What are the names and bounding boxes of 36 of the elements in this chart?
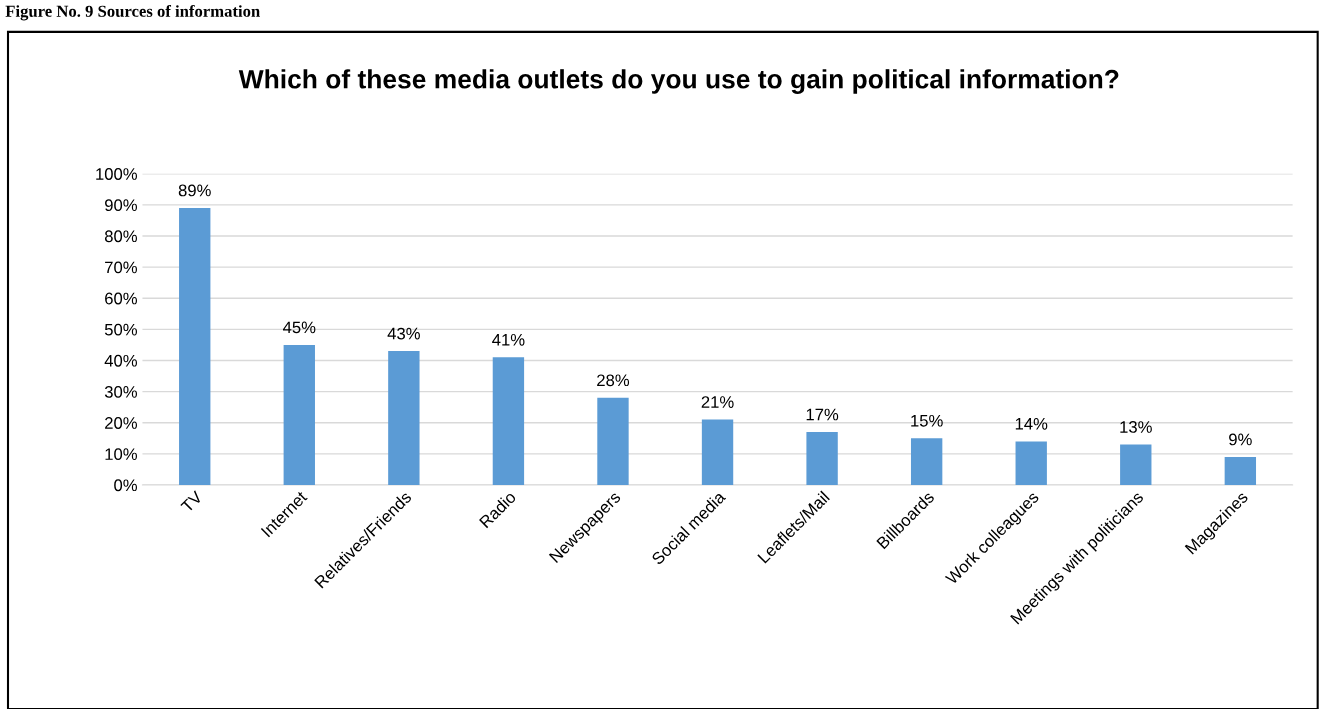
bar	[806, 432, 838, 485]
data-label: 45%	[283, 321, 316, 334]
data-label: 13%	[1120, 421, 1152, 433]
bar	[597, 397, 629, 485]
y-tick-label: 60%	[105, 292, 137, 305]
bar	[701, 419, 734, 485]
data-label: 14%	[1015, 418, 1048, 430]
y-tick-label: 100%	[96, 168, 137, 180]
text: Figure No. 9 Sources of information	[5, 4, 260, 21]
bar	[1015, 441, 1047, 485]
bar	[283, 344, 315, 485]
data-label: 15%	[911, 414, 943, 427]
chart-title: Which of these media outlets do you use to gain political information?	[238, 69, 1119, 94]
bar	[1120, 444, 1152, 485]
bar	[179, 207, 211, 485]
y-tick-label: 30%	[104, 385, 137, 398]
bar	[388, 351, 420, 485]
y-tick-label: 80%	[104, 230, 137, 243]
y-tick-label: 10%	[105, 448, 137, 461]
bar	[492, 357, 525, 485]
y-tick-label: 70%	[105, 261, 137, 274]
bar	[1224, 456, 1257, 485]
data-label: 17%	[806, 408, 839, 421]
y-tick-label: 40%	[104, 354, 137, 367]
data-label: 28%	[597, 374, 630, 387]
data-label: 89%	[178, 184, 211, 197]
data-label: 41%	[492, 333, 525, 346]
data-label: 21%	[701, 396, 734, 408]
data-label: 43%	[387, 327, 420, 340]
bar	[910, 438, 943, 485]
y-tick-label: 90%	[105, 199, 137, 212]
y-tick-label: 0%	[114, 479, 137, 492]
data-label: 9%	[1229, 433, 1252, 446]
x-tick-label: TV	[180, 490, 204, 514]
y-tick-label: 50%	[104, 323, 137, 336]
y-tick-label: 20%	[105, 417, 137, 429]
